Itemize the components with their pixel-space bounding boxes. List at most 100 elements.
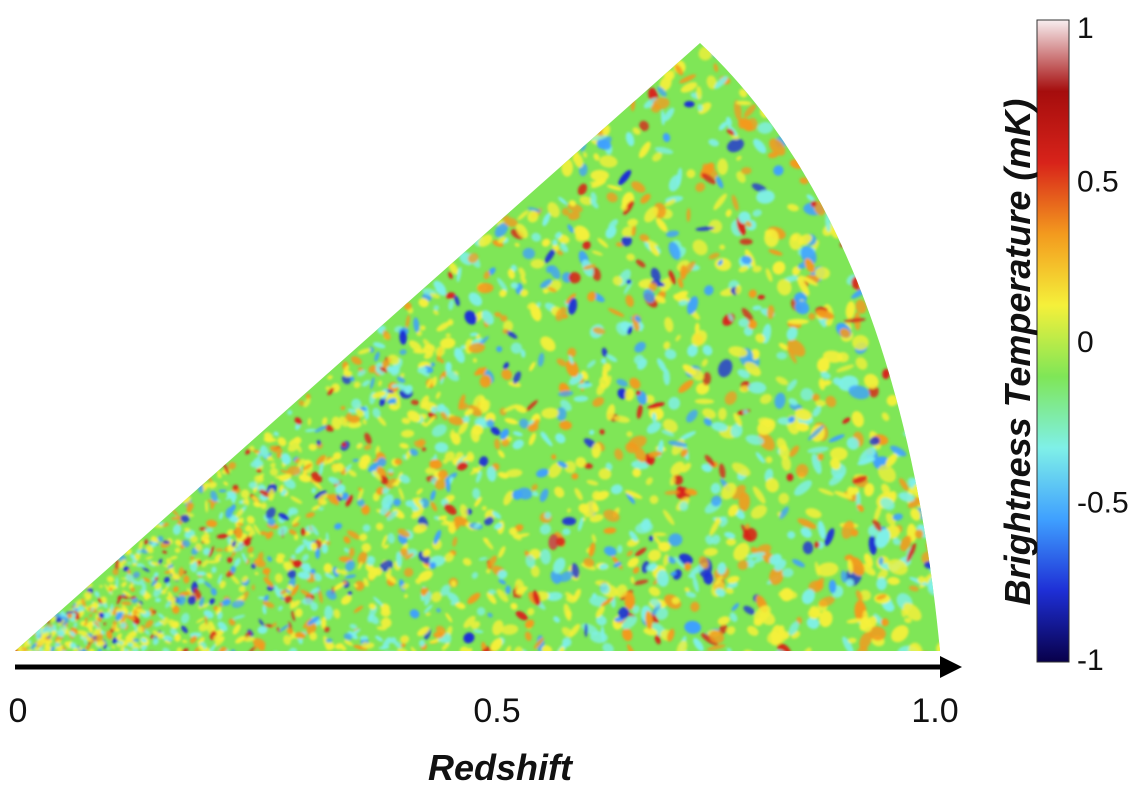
- fluctuation-blob: [934, 342, 940, 357]
- fluctuation-blob: [301, 597, 314, 605]
- fluctuation-blob: [630, 576, 635, 584]
- fluctuation-blob: [238, 545, 245, 549]
- fluctuation-blob: [638, 141, 651, 159]
- fluctuation-blob: [138, 563, 146, 568]
- fluctuation-blob: [606, 404, 615, 421]
- fluctuation-blob: [801, 70, 812, 80]
- fluctuation-blob: [653, 97, 670, 110]
- fluctuation-blob: [876, 577, 887, 591]
- fluctuation-blob: [875, 594, 887, 601]
- fluctuation-blob: [668, 241, 681, 260]
- fluctuation-blob: [772, 261, 786, 275]
- fluctuation-blob: [721, 482, 737, 500]
- fluctuation-blob: [820, 371, 831, 379]
- fluctuation-blob: [219, 512, 224, 520]
- fluctuation-blob: [819, 610, 833, 628]
- fluctuation-blob: [760, 393, 772, 405]
- fluctuation-blob: [906, 542, 917, 563]
- fluctuation-blob: [744, 523, 750, 530]
- fluctuation-blob: [345, 494, 353, 507]
- fluctuation-blob: [410, 646, 419, 651]
- fluctuation-blob: [208, 644, 216, 651]
- fluctuation-blob: [325, 457, 336, 465]
- fluctuation-blob: [648, 586, 661, 597]
- fluctuation-blob: [656, 358, 667, 373]
- fluctuation-blob: [210, 490, 218, 502]
- fluctuation-blob: [645, 394, 655, 404]
- fluctuation-blob: [805, 508, 822, 519]
- fluctuation-blob: [217, 611, 223, 620]
- fluctuation-blob: [731, 602, 740, 612]
- fluctuation-blob: [709, 630, 725, 644]
- fluctuation-blob: [917, 51, 931, 63]
- fluctuation-blob: [659, 277, 673, 292]
- fluctuation-blob: [341, 594, 352, 605]
- fluctuation-blob: [702, 372, 712, 386]
- fluctuation-blob: [662, 132, 671, 143]
- fluctuation-blob: [843, 317, 866, 323]
- fluctuation-blob: [294, 631, 306, 639]
- fluctuation-blob: [621, 226, 635, 238]
- x-axis-label: Redshift: [428, 747, 574, 787]
- fluctuation-blob: [881, 412, 890, 421]
- fluctuation-blob: [31, 650, 39, 651]
- fluctuation-blob: [717, 158, 729, 175]
- fluctuation-blob: [566, 508, 572, 513]
- fluctuation-blob: [501, 438, 510, 447]
- fluctuation-blob: [800, 527, 812, 538]
- fluctuation-blob: [558, 234, 570, 244]
- fluctuation-blob: [453, 295, 460, 307]
- fluctuation-blob: [524, 631, 532, 641]
- fluctuation-blob: [634, 447, 647, 463]
- fluctuation-blob: [302, 463, 313, 471]
- fluctuation-blob: [834, 491, 853, 500]
- fluctuation-blob: [474, 496, 483, 507]
- fluctuation-blob: [503, 645, 511, 651]
- fluctuation-blob: [378, 646, 390, 650]
- fluctuation-blob: [472, 487, 481, 500]
- fluctuation-blob: [448, 271, 453, 279]
- fluctuation-blob: [600, 597, 614, 607]
- fluctuation-blob: [726, 128, 735, 136]
- fluctuation-blob: [802, 647, 812, 651]
- fluctuation-blob: [193, 588, 202, 600]
- fluctuation-blob: [746, 552, 766, 559]
- fluctuation-blob: [590, 199, 599, 209]
- fluctuation-blob: [771, 624, 783, 646]
- fluctuation-blob: [679, 501, 689, 512]
- fluctuation-blob: [476, 334, 481, 340]
- fluctuation-blob: [401, 583, 410, 590]
- fluctuation-blob: [775, 376, 789, 386]
- fluctuation-blob: [881, 166, 899, 179]
- fluctuation-blob: [624, 591, 635, 610]
- fluctuation-blob: [826, 168, 837, 180]
- fluctuation-blob: [202, 547, 211, 556]
- fluctuation-blob: [81, 598, 86, 608]
- fluctuation-blob: [371, 391, 387, 399]
- fluctuation-blob: [441, 642, 450, 651]
- fluctuation-blob: [787, 531, 796, 539]
- fluctuation-blob: [433, 309, 439, 316]
- fluctuation-blob: [582, 151, 588, 158]
- fluctuation-blob: [773, 165, 784, 176]
- fluctuation-blob: [614, 448, 624, 461]
- fluctuation-blob: [321, 543, 329, 554]
- fluctuation-blob: [172, 524, 182, 535]
- fluctuation-blob: [843, 189, 859, 205]
- fluctuation-blob: [912, 43, 931, 57]
- fluctuation-blob: [855, 215, 877, 234]
- fluctuation-blob: [298, 474, 312, 483]
- fluctuation-blob: [515, 223, 529, 239]
- fluctuation-blob: [697, 104, 703, 112]
- fluctuation-blob: [169, 555, 178, 560]
- fluctuation-blob: [410, 399, 420, 406]
- fluctuation-blob: [767, 653, 777, 663]
- fluctuation-blob: [620, 203, 628, 211]
- fluctuation-blob: [756, 90, 769, 106]
- fluctuation-blob: [533, 637, 544, 650]
- fluctuation-blob: [444, 451, 455, 462]
- fluctuation-blob: [717, 616, 730, 626]
- fluctuation-blob: [769, 138, 786, 156]
- fluctuation-blob: [500, 428, 509, 440]
- fluctuation-blob: [12, 655, 19, 664]
